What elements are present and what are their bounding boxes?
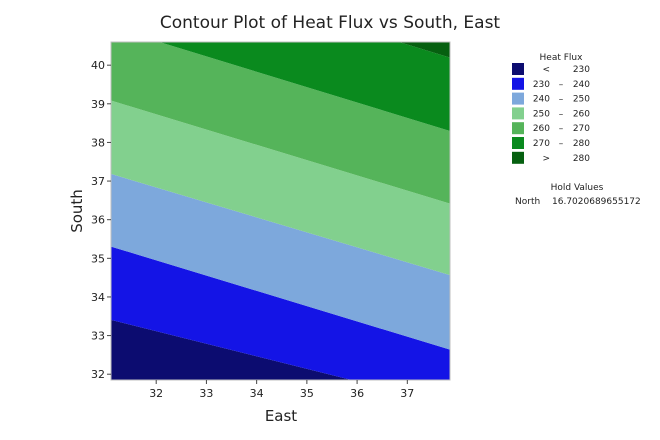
y-tick-label: 39	[91, 98, 105, 111]
y-tick-label: 33	[91, 330, 105, 343]
legend-swatch	[512, 137, 524, 149]
y-tick-label: 35	[91, 252, 105, 265]
x-tick-label: 36	[350, 387, 364, 400]
legend-range-high: 280	[573, 139, 590, 149]
contour-region-layer	[111, 42, 450, 380]
contour-band-3	[111, 173, 450, 350]
contour-band-7	[399, 42, 450, 58]
x-axis: 32 33 34 35 36 37	[149, 380, 414, 400]
hold-values-title: Hold Values	[551, 183, 604, 193]
x-tick-label: 32	[149, 387, 163, 400]
contour-band-1	[111, 319, 352, 380]
legend-swatch	[512, 151, 524, 164]
legend-range-separator: –	[559, 80, 564, 90]
legend-range-high: 270	[573, 124, 590, 134]
contour-band-6	[159, 42, 450, 132]
legend-range-low: 240	[533, 95, 550, 105]
legend-range-low: <	[542, 65, 550, 75]
legend-range-high: 280	[573, 154, 590, 164]
x-tick-label: 35	[300, 387, 314, 400]
hold-value-name: North	[515, 197, 540, 207]
legend-range-low: 260	[533, 124, 550, 134]
legend-title: Heat Flux	[540, 53, 584, 63]
legend-swatch	[512, 63, 524, 75]
chart-title: Contour Plot of Heat Flux vs South, East	[160, 13, 501, 33]
legend-swatch	[512, 92, 524, 105]
legend-range-low: 250	[533, 109, 550, 119]
y-tick-label: 34	[91, 291, 105, 304]
x-tick-label: 37	[400, 387, 414, 400]
contour-band-2	[111, 246, 450, 380]
contour-band-4	[111, 100, 450, 276]
legend-range-low: 270	[533, 139, 550, 149]
plot-frame	[110, 41, 451, 381]
x-tick-label: 33	[199, 387, 213, 400]
legend-range-low: 230	[533, 80, 550, 90]
legend-range-separator: –	[559, 95, 564, 105]
legend-range-high: 240	[573, 80, 590, 90]
legend-range-high: 230	[573, 65, 590, 75]
legend: Heat Flux <230230–240240–250250–260260–2…	[512, 53, 590, 164]
legend-swatch	[512, 107, 524, 120]
y-tick-label: 38	[91, 136, 105, 149]
legend-range-separator: –	[559, 124, 564, 134]
legend-swatch	[512, 122, 524, 135]
y-axis-label: South	[68, 189, 86, 233]
hold-values-panel: Hold Values North 16.7020689655172	[515, 183, 641, 207]
y-tick-label: 37	[91, 175, 105, 188]
hold-value-number: 16.7020689655172	[552, 197, 641, 207]
legend-range-high: 260	[573, 109, 590, 119]
legend-range-low: >	[542, 154, 550, 164]
x-axis-label: East	[265, 407, 297, 425]
legend-range-separator: –	[559, 139, 564, 149]
legend-range-separator: –	[559, 109, 564, 119]
legend-range-high: 250	[573, 95, 590, 105]
x-tick-label: 34	[250, 387, 264, 400]
contour-band-5	[111, 42, 450, 204]
y-tick-label: 32	[91, 368, 105, 381]
legend-swatch	[512, 77, 524, 90]
y-axis: 32 33 34 35 36 37 38 39 40	[91, 59, 111, 381]
y-tick-label: 36	[91, 214, 105, 227]
y-tick-label: 40	[91, 59, 105, 72]
